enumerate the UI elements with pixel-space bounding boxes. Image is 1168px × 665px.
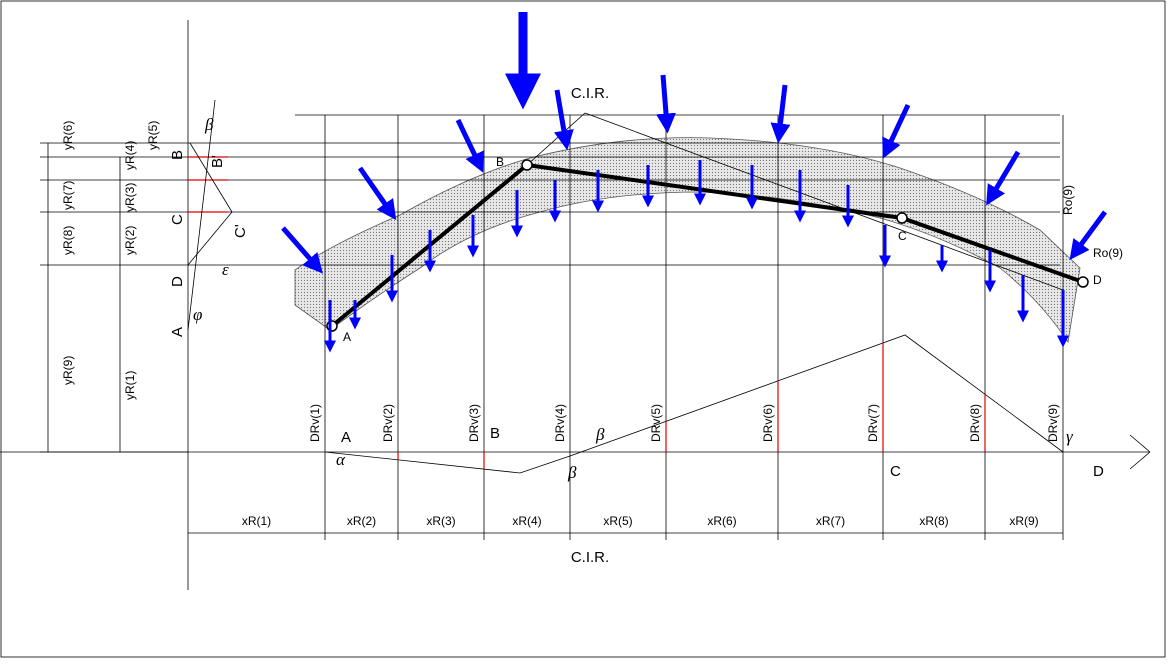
angle: β (567, 463, 577, 482)
load-arrows (281, 74, 1108, 353)
load-arrow (357, 166, 397, 221)
cir-label: C.I.R. (571, 85, 609, 102)
load-arrow (986, 150, 1021, 206)
load-arrow (281, 226, 323, 274)
x-dimension: xR(4) (512, 514, 541, 528)
y-dimension: yR(5) (146, 121, 160, 150)
y-dimension: yR(6) (61, 121, 75, 150)
drv-label: DRv(7) (866, 404, 880, 442)
funicular (324, 334, 1064, 474)
y-dimension: yR(2) (123, 226, 137, 255)
joints (326, 159, 1089, 332)
load-arrow (656, 74, 676, 134)
line (189, 142, 233, 213)
point-label: B (490, 425, 500, 442)
point-label: B' (209, 155, 226, 168)
angle: φ (193, 305, 202, 324)
point-label: C (169, 214, 186, 225)
x-dimension: xR(3) (426, 514, 455, 528)
point-label: B (496, 155, 504, 169)
x-dimension: xR(1) (242, 514, 271, 528)
angle: β (204, 115, 214, 134)
drv-label: DRv(4) (553, 404, 567, 442)
load-arrow (455, 118, 484, 173)
x-dimension: xR(8) (919, 514, 948, 528)
line (187, 211, 233, 266)
ro-label: Ro(9) (1093, 246, 1123, 260)
drv-label: DRv(9) (1046, 404, 1060, 442)
drv-label: DRv(1) (308, 404, 322, 442)
y-dimension: yR(8) (61, 226, 75, 255)
load-arrow (770, 84, 791, 144)
point-label: C' (232, 224, 249, 238)
y-dimension: yR(4) (123, 141, 137, 170)
x-dimension: xR(5) (603, 514, 632, 528)
point-label: C (890, 463, 901, 480)
drv-label: DRv(2) (381, 404, 395, 442)
load-arrow (554, 89, 574, 151)
load-arrow (1069, 210, 1108, 261)
line (187, 99, 216, 331)
y-dimension: yR(7) (61, 181, 75, 210)
x-dimension: xR(9) (1009, 514, 1038, 528)
point-label: D (1093, 273, 1102, 287)
construction-lines (0, 20, 1151, 590)
point-label: A (343, 330, 351, 344)
line (1129, 451, 1151, 470)
y-dimension: yR(9) (61, 356, 75, 385)
line (584, 112, 1064, 291)
point-label: A (169, 327, 186, 337)
arch (294, 137, 1081, 344)
x-dimension: xR(7) (816, 514, 845, 528)
angle: β (595, 425, 605, 444)
cir-label: C.I.R. (571, 549, 609, 566)
point-label: B (169, 150, 186, 160)
y-dimension: yR(1) (123, 371, 137, 400)
drv-label: DRv(5) (649, 404, 663, 442)
load-arrow (882, 103, 911, 159)
angle: ε (222, 260, 229, 279)
drv-label: DRv(8) (968, 404, 982, 442)
x-dimension: xR(6) (707, 514, 736, 528)
point-label: A (341, 429, 351, 446)
ro-label: Ro(9) (1061, 185, 1075, 215)
drv-label: DRv(6) (761, 404, 775, 442)
line (1129, 434, 1151, 453)
point-label: D (169, 276, 186, 287)
point-label: D (1093, 463, 1104, 480)
x-dimension: xR(2) (347, 514, 376, 528)
y-dimension: yR(3) (123, 183, 137, 212)
point-label: C (898, 229, 907, 243)
drv-label: DRv(3) (467, 404, 481, 442)
angle: α (336, 450, 346, 469)
angle: γ (1066, 427, 1074, 446)
